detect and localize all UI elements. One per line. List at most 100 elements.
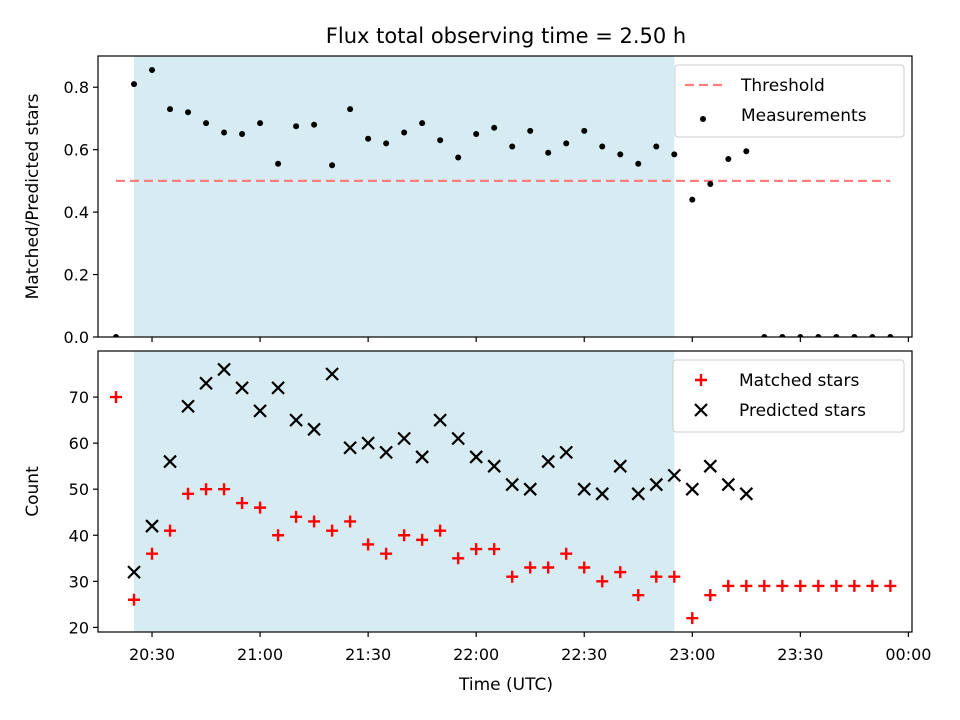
x-tick-label: 23:30 [777, 645, 823, 664]
matched-star-point [812, 579, 825, 592]
matched-star-point [488, 543, 501, 556]
y-axis-label: Matched/Predicted stars [23, 93, 43, 299]
measurement-point [185, 109, 192, 116]
measurement-point [311, 121, 318, 128]
predicted-star-point [343, 440, 357, 455]
predicted-star-point [649, 477, 664, 492]
chart-title: Flux total observing time = 2.50 h [326, 24, 686, 48]
predicted-star-point [469, 450, 483, 464]
measurement-point [347, 106, 354, 113]
y-tick-label: 0.4 [64, 203, 89, 222]
matched-star-point [470, 543, 483, 556]
y-tick-label: 40 [69, 526, 89, 545]
predicted-star-point [289, 413, 303, 427]
x-tick-label: 22:00 [453, 645, 499, 664]
matched-star-point [614, 566, 627, 579]
x-tick-label: 21:00 [237, 645, 283, 664]
matched-star-point [398, 529, 411, 542]
x-tick-label: 00:00 [885, 645, 931, 664]
panel-top: 0.0 0.2 0.4 0.6 0.8 Matched/Predicted stars Th… [23, 55, 913, 347]
matched-star-point [110, 391, 123, 404]
predicted-star-point [541, 454, 555, 469]
legend-predicted-swatch [694, 403, 708, 417]
measurement-point [689, 196, 696, 203]
observing-window-span [134, 56, 675, 337]
measurement-point [869, 334, 876, 337]
matched-star-point [416, 533, 429, 546]
measurement-point [761, 334, 768, 337]
measurement-point [635, 160, 642, 167]
predicted-star-point [163, 454, 177, 469]
measurement-point [545, 149, 552, 156]
matched-star-point [722, 579, 735, 592]
matched-star-point [668, 570, 681, 583]
y-tick-label: 70 [69, 388, 89, 407]
legend: Matched stars Predicted stars [672, 359, 905, 433]
y-tick-label: 60 [69, 434, 89, 453]
matched-star-point [128, 593, 141, 606]
axes-frame [97, 350, 913, 633]
matched-star-point [542, 561, 555, 574]
measurement-point [779, 334, 786, 337]
panel-bottom: 20 30 40 50 60 70 20:30 21:00 21:30 22:00 22:30 23:… [23, 350, 931, 664]
predicted-star-point [487, 459, 501, 473]
matched-star-point [740, 579, 753, 592]
predicted-star-point [559, 445, 574, 460]
observing-window-span [134, 351, 675, 632]
predicted-star-point [181, 399, 195, 414]
measurement-point [599, 143, 606, 150]
predicted-star-point [361, 436, 375, 450]
matched-star-point [848, 579, 861, 592]
predicted-star-point [433, 413, 447, 427]
predicted-star-point [703, 459, 718, 473]
measurement-point [563, 140, 570, 147]
y-axis-label: Count [23, 466, 43, 517]
matched-star-point [524, 561, 537, 574]
predicted-star-point [613, 459, 628, 473]
measurement-point [887, 334, 894, 337]
predicted-star-point [145, 519, 159, 533]
measurement-point [509, 143, 516, 150]
matched-star-point [506, 570, 519, 583]
matched-star-point [362, 538, 375, 551]
matched-star-point [884, 579, 897, 592]
measurement-point [275, 160, 282, 167]
predicted-star-point [721, 477, 736, 492]
matched-star-point [182, 487, 195, 500]
matched-star-point [272, 529, 285, 542]
matched-star-point [290, 510, 303, 523]
x-tick-label: 21:30 [345, 645, 391, 664]
matched-star-point [308, 515, 321, 528]
predicted-star-point [217, 362, 231, 377]
predicted-star-point [595, 487, 610, 501]
predicted-star-point [415, 450, 429, 464]
legend-measurement-swatch [700, 116, 706, 122]
measurement-point [527, 127, 534, 134]
measurement-point [797, 334, 804, 337]
matched-star-point [236, 497, 249, 510]
predicted-star-point [235, 381, 249, 395]
measurement-point [707, 181, 714, 188]
measurement-point [401, 129, 408, 136]
measurement-point [491, 124, 498, 131]
matched-star-point [380, 547, 393, 560]
measurement-point [671, 151, 678, 158]
measurement-point [653, 143, 660, 150]
legend-matched-swatch [695, 374, 707, 386]
predicted-star-point [523, 482, 537, 496]
measurement-point [743, 148, 750, 155]
measurement-point [365, 135, 372, 142]
predicted-star-point [577, 482, 592, 496]
matched-star-point [452, 552, 465, 565]
measurement-point [851, 334, 858, 337]
predicted-star-point [271, 381, 285, 395]
predicted-star-point [307, 422, 321, 437]
measurement-point [617, 151, 624, 158]
y-tick-label: 50 [69, 480, 89, 499]
legend: Threshold Measurements [674, 64, 905, 138]
legend-label: Predicted stars [739, 401, 866, 421]
legend-box [674, 64, 905, 138]
y-tick-label: 20 [69, 618, 89, 637]
predicted-star-point [739, 487, 754, 501]
predicted-star-point [379, 445, 393, 460]
